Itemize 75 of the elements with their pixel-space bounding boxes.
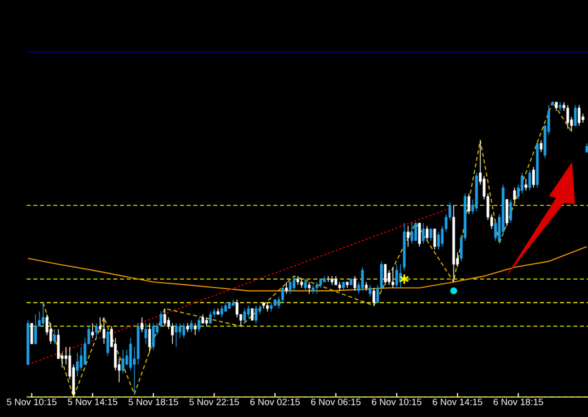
candlestick	[174, 322, 178, 348]
candlestick	[182, 322, 186, 338]
candlestick	[144, 322, 148, 344]
candlestick	[410, 222, 414, 244]
candlestick	[354, 276, 356, 292]
candlestick	[540, 140, 542, 153]
candlestick	[129, 338, 132, 371]
candlestick	[140, 316, 144, 333]
candlestick	[76, 352, 79, 377]
candlestick	[506, 199, 508, 226]
x-tick-label: 6 Nov 14:15	[432, 398, 482, 406]
candlestick	[288, 282, 292, 294]
candlestick	[148, 322, 151, 354]
x-tick-label: 6 Nov 18:15	[494, 398, 544, 406]
candlestick	[91, 322, 94, 338]
candlestick	[209, 311, 212, 324]
candlestick	[308, 282, 311, 294]
candlestick	[220, 305, 224, 318]
candlestick	[395, 264, 398, 288]
candlestick	[106, 328, 110, 356]
candlestick	[372, 287, 376, 306]
candlestick	[163, 308, 166, 327]
candlestick	[316, 282, 318, 294]
x-tick-label: 5 Nov 14:15	[68, 398, 118, 406]
candlestick	[304, 278, 307, 292]
x-tick-label: 6 Nov 02:15	[250, 398, 300, 406]
candlestick	[574, 104, 577, 126]
candlestick	[30, 322, 34, 344]
x-tick-label: 5 Nov 22:15	[189, 398, 239, 406]
x-tick-label: 5 Nov 10:15	[6, 398, 56, 406]
candlestick	[152, 322, 155, 350]
candlestick	[95, 322, 98, 338]
candlestick	[34, 314, 37, 344]
candlestick	[361, 266, 364, 292]
candlestick	[513, 187, 516, 203]
candlestick	[433, 228, 436, 250]
candlestick	[236, 299, 238, 318]
candlestick	[198, 316, 200, 333]
candlestick	[190, 320, 193, 333]
candlestick	[418, 222, 421, 247]
candlestick	[430, 228, 432, 242]
candlestick	[171, 322, 174, 344]
candlestick	[520, 172, 524, 194]
candlestick	[509, 199, 512, 224]
candlestick	[494, 220, 497, 242]
candlestick	[53, 328, 56, 344]
candlestick	[406, 226, 410, 247]
candlestick	[384, 264, 387, 286]
x-tick-label: 6 Nov 06:15	[311, 398, 361, 406]
candlestick	[122, 349, 124, 374]
x-tick-label: 5 Nov 18:15	[128, 398, 178, 406]
candlestick	[281, 287, 284, 304]
candlestick	[392, 266, 394, 288]
candlestick	[528, 170, 532, 191]
candlestick	[368, 284, 372, 298]
candlestick	[426, 226, 428, 242]
candlestick	[254, 305, 258, 324]
candlestick	[243, 308, 246, 324]
candlestick	[422, 222, 425, 244]
candlestick	[468, 193, 470, 215]
candlestick	[194, 322, 197, 336]
candlestick	[285, 282, 288, 294]
candlestick	[414, 222, 418, 242]
candlestick	[292, 276, 296, 292]
candlestick	[524, 178, 528, 191]
candlestick	[42, 302, 44, 327]
x-tick-label: 6 Nov 10:15	[372, 398, 422, 406]
candlestick	[102, 316, 106, 344]
candlestick	[566, 104, 570, 130]
candlestick	[178, 322, 182, 338]
candlestick	[437, 231, 440, 250]
candlestick	[578, 104, 580, 126]
candlestick	[250, 308, 254, 321]
candlestick	[247, 305, 250, 318]
candlestick	[532, 166, 535, 188]
